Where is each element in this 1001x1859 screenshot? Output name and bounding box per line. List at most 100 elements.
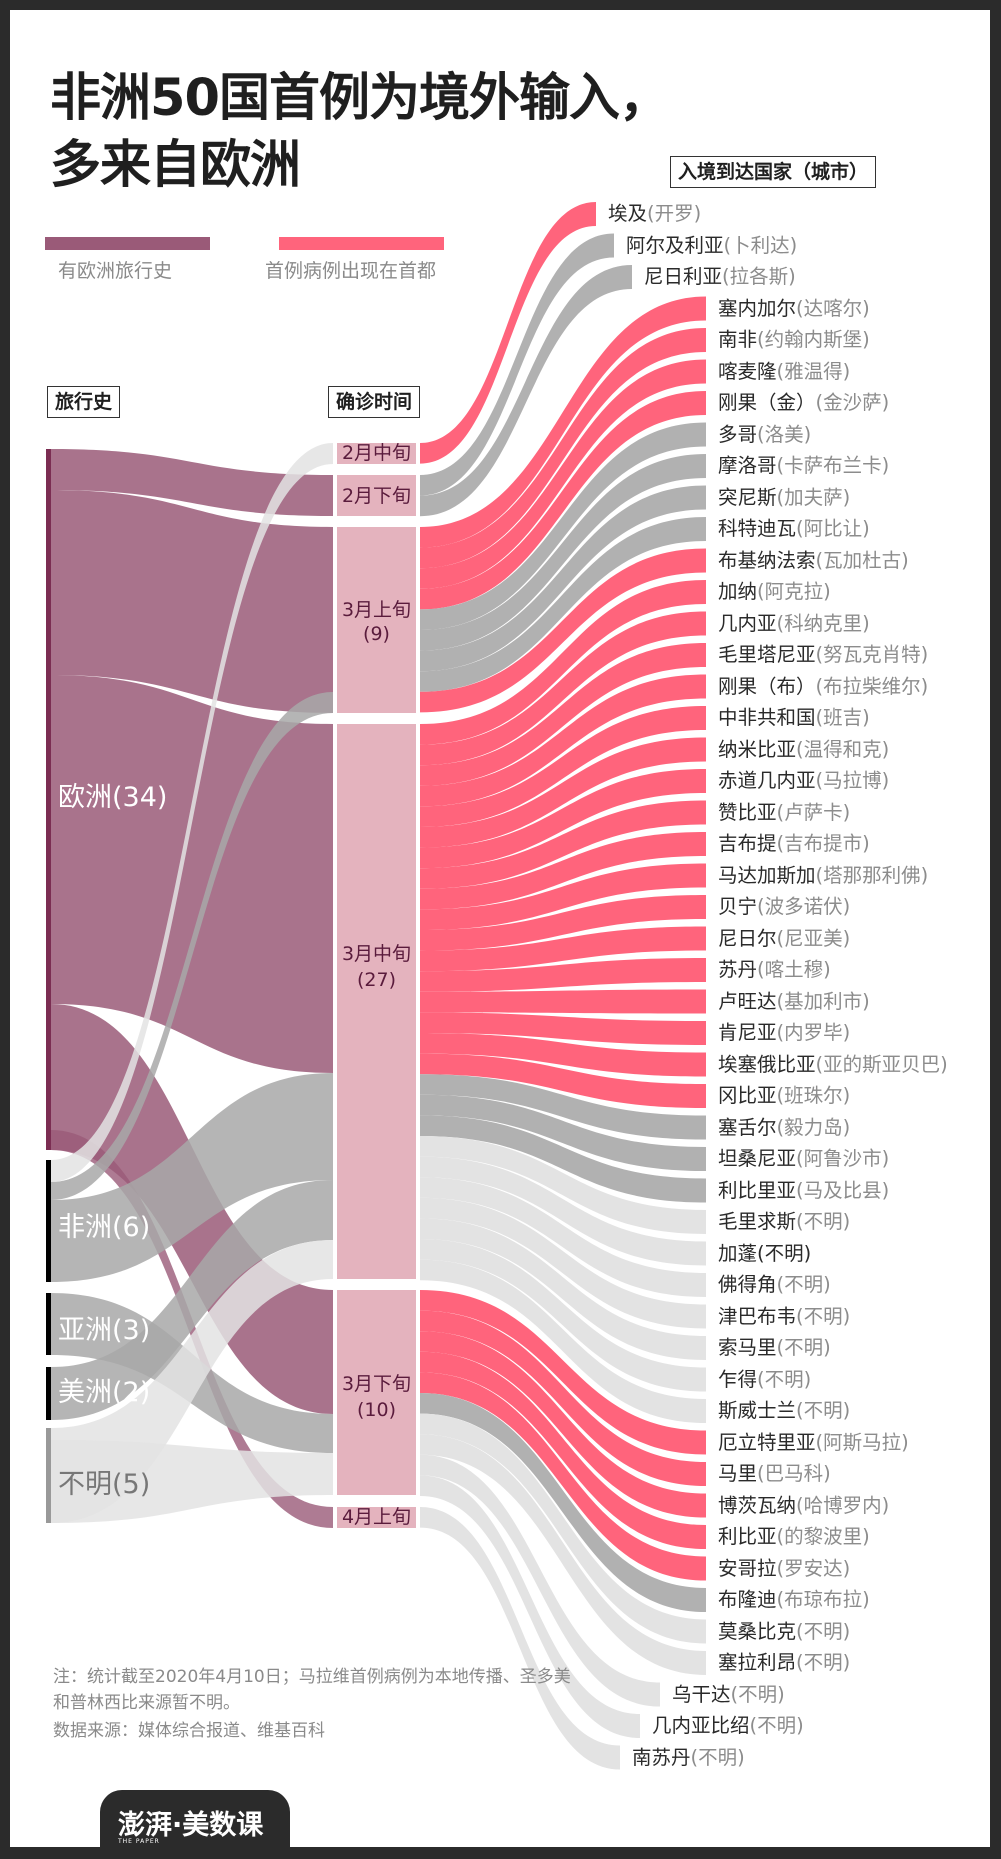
country-flow	[420, 958, 706, 992]
country-name: 肯尼亚	[718, 1021, 777, 1044]
country-row: 加纳(阿克拉)	[718, 580, 831, 604]
label-asia: 亚洲(3)	[58, 1315, 151, 1346]
city-name: (布拉柴维尔)	[815, 674, 929, 698]
country-row: 冈比亚(班珠尔)	[718, 1084, 850, 1108]
country-flow	[420, 989, 706, 1014]
country-flow	[420, 800, 706, 889]
country-name: 塞内加尔	[718, 296, 797, 320]
country-row: 南非(约翰内斯堡)	[718, 328, 870, 352]
country-row: 刚果（布）(布拉柴维尔)	[718, 675, 928, 699]
city-name: (努瓦克肖特)	[815, 643, 929, 666]
country-row: 多哥(洛美)	[718, 423, 811, 447]
country-row: 博茨瓦纳(哈博罗内)	[718, 1494, 889, 1518]
country-name: 坦桑尼亚	[718, 1147, 797, 1170]
country-name: 刚果（金）	[718, 391, 816, 414]
country-name: 埃及	[608, 202, 648, 225]
country-row: 纳米比亚(温得和克)	[718, 738, 889, 762]
country-name: 赞比亚	[718, 800, 777, 824]
country-name: 埃塞俄比亚	[718, 1052, 816, 1076]
country-name: 摩洛哥	[718, 454, 777, 477]
nodes	[46, 443, 416, 1528]
country-row: 喀麦隆(雅温得)	[718, 360, 850, 384]
country-row: 马达加斯加(塔那那利佛)	[718, 864, 928, 888]
city-name: (班珠尔)	[776, 1084, 851, 1107]
flow-band	[51, 443, 333, 1182]
country-flow	[420, 1012, 706, 1045]
country-row: 尼日尔(尼亚美)	[718, 927, 850, 951]
city-name: (毅力岛)	[776, 1115, 851, 1139]
country-name: 喀麦隆	[718, 359, 777, 383]
country-row: 利比里亚(马及比县)	[718, 1179, 889, 1203]
country-name: 苏丹	[718, 958, 758, 981]
flow-band	[51, 449, 333, 516]
city-name: (卜利达)	[723, 233, 798, 257]
country-row: 突尼斯(加夫萨)	[718, 486, 850, 510]
country-row: 苏丹(喀土穆)	[718, 958, 831, 982]
flow-band	[51, 1440, 333, 1523]
country-row: 阿尔及利亚(卜利达)	[626, 234, 797, 258]
country-name: 卢旺达	[718, 989, 777, 1013]
logo-subtext: THE PAPER	[118, 1838, 160, 1845]
country-flow	[420, 1197, 706, 1329]
country-row: 埃及(开罗)	[608, 202, 701, 226]
city-name: (马及比县)	[796, 1178, 890, 1202]
country-name: 几内亚比绍	[652, 1714, 750, 1737]
country-flow	[420, 1136, 706, 1234]
country-name: 毛里塔尼亚	[718, 643, 816, 666]
node-label-apr-early: 4月上旬	[341, 1506, 412, 1528]
country-flow	[420, 1239, 706, 1392]
city-name: (不明)	[776, 1336, 831, 1359]
country-name: 津巴布韦	[718, 1304, 797, 1328]
country-flow	[420, 296, 706, 548]
city-name: (不明)	[776, 1273, 831, 1296]
country-name: 加蓬	[718, 1241, 758, 1265]
logo-text: 澎湃·美数课	[118, 1810, 264, 1841]
country-name: 纳米比亚	[718, 737, 797, 761]
header-destination: 入境到达国家（城市）	[670, 156, 877, 188]
country-flow	[420, 233, 614, 496]
country-row: 利比亚(的黎波里)	[718, 1525, 870, 1549]
city-name: (阿斯马拉)	[815, 1430, 909, 1454]
legend-europe-label: 有欧洲旅行史	[58, 260, 173, 282]
city-name: (雅温得)	[776, 359, 851, 383]
travel-bar	[46, 1428, 51, 1523]
city-name: (不明)	[757, 1367, 812, 1391]
city-name: (罗安达)	[776, 1556, 851, 1580]
country-flow	[420, 769, 706, 869]
country-name: 冈比亚	[718, 1084, 777, 1107]
country-row: 莫桑比克(不明)	[718, 1620, 850, 1644]
flow-band	[51, 675, 333, 1073]
country-name: 索马里	[718, 1336, 777, 1359]
country-name: 加纳	[718, 580, 758, 603]
country-row: 中非共和国(班吉)	[718, 706, 870, 730]
city-name: (巴马科)	[757, 1462, 831, 1485]
city-name: (洛美)	[757, 422, 812, 446]
time-node	[337, 475, 416, 516]
country-flow	[420, 1218, 706, 1360]
country-flow	[420, 1156, 706, 1266]
country-row: 布基纳法索(瓦加杜古)	[718, 549, 909, 573]
label-africa: 非洲(6)	[58, 1212, 151, 1243]
city-name: (马拉博)	[815, 769, 890, 792]
country-row: 布隆迪(布琼布拉)	[718, 1588, 870, 1612]
country-name: 塞拉利昂	[718, 1651, 797, 1674]
country-row: 佛得角(不明)	[718, 1273, 831, 1297]
country-row: 赤道几内亚(马拉博)	[718, 769, 889, 793]
data-source: 数据来源：媒体综合报道、维基百科	[53, 1721, 325, 1741]
country-flow	[420, 1475, 640, 1738]
country-name: 尼日利亚	[644, 265, 723, 288]
logo-badge	[100, 1790, 290, 1859]
legend-europe-swatch	[45, 237, 210, 250]
country-flow	[420, 517, 706, 692]
country-flow	[420, 674, 706, 807]
country-row: 几内亚(科纳克里)	[718, 612, 870, 636]
country-name: 赤道几内亚	[718, 769, 816, 792]
travel-bar	[46, 1160, 51, 1282]
city-name: (塔那那利佛)	[815, 863, 929, 887]
country-row: 乌干达(不明)	[672, 1683, 785, 1707]
footnote: 注：统计截至2020年4月10日；马拉维首例病例为本地传播、圣多美和普林西比来源…	[53, 1667, 571, 1713]
country-flow	[420, 1177, 706, 1297]
country-row: 科特迪瓦(阿比让)	[718, 517, 870, 541]
country-name: 乌干达	[672, 1682, 731, 1706]
node-count-mar-early: (9)	[363, 623, 390, 645]
